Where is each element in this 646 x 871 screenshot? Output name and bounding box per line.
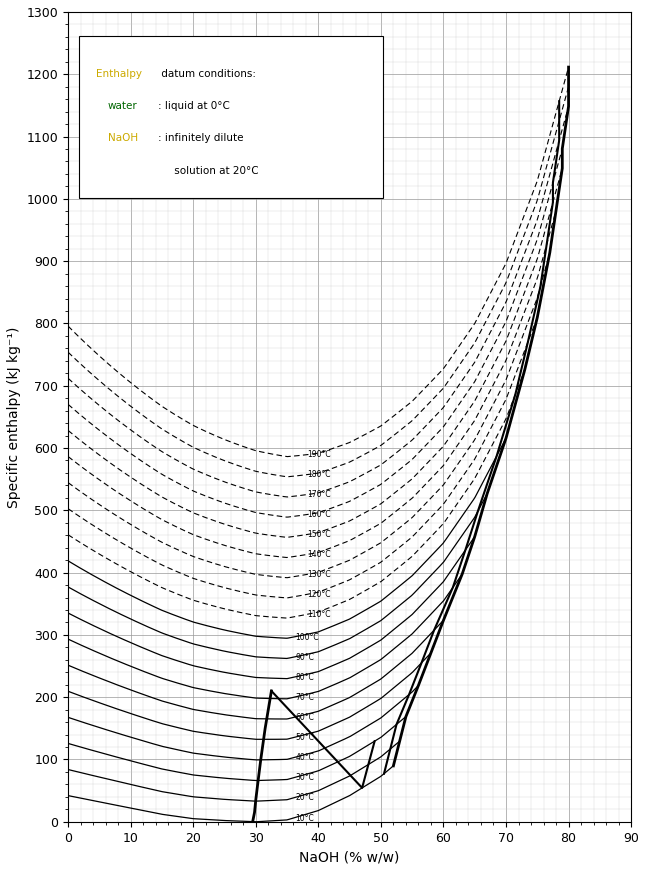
Text: 190°C: 190°C [307,450,331,459]
Text: 160°C: 160°C [307,510,331,519]
Text: 120°C: 120°C [307,591,331,599]
Text: 10°C: 10°C [295,814,314,822]
Text: solution at 20°C: solution at 20°C [158,165,259,176]
Text: 170°C: 170°C [307,490,331,499]
Text: 150°C: 150°C [307,530,331,539]
Text: datum conditions:: datum conditions: [158,69,256,78]
Text: Enthalpy: Enthalpy [96,69,142,78]
Text: 30°C: 30°C [295,773,314,782]
Text: NaOH: NaOH [107,133,138,144]
Text: : infinitely dilute: : infinitely dilute [158,133,244,144]
Text: 20°C: 20°C [295,793,314,802]
Text: 100°C: 100°C [295,632,319,642]
Text: 130°C: 130°C [307,571,331,579]
Text: 110°C: 110°C [307,610,331,619]
Text: 180°C: 180°C [307,470,331,479]
Text: 140°C: 140°C [307,550,331,559]
Text: : liquid at 0°C: : liquid at 0°C [158,101,230,111]
Text: water: water [107,101,137,111]
X-axis label: NaOH (% w/w): NaOH (% w/w) [299,850,400,864]
Text: 90°C: 90°C [295,652,314,662]
Text: 60°C: 60°C [295,713,314,722]
FancyBboxPatch shape [79,37,383,199]
Text: 80°C: 80°C [295,672,314,682]
Y-axis label: Specific enthalpy (kJ kg⁻¹): Specific enthalpy (kJ kg⁻¹) [7,326,21,508]
Text: 50°C: 50°C [295,733,314,742]
Text: 40°C: 40°C [295,753,314,762]
Text: 70°C: 70°C [295,693,314,702]
